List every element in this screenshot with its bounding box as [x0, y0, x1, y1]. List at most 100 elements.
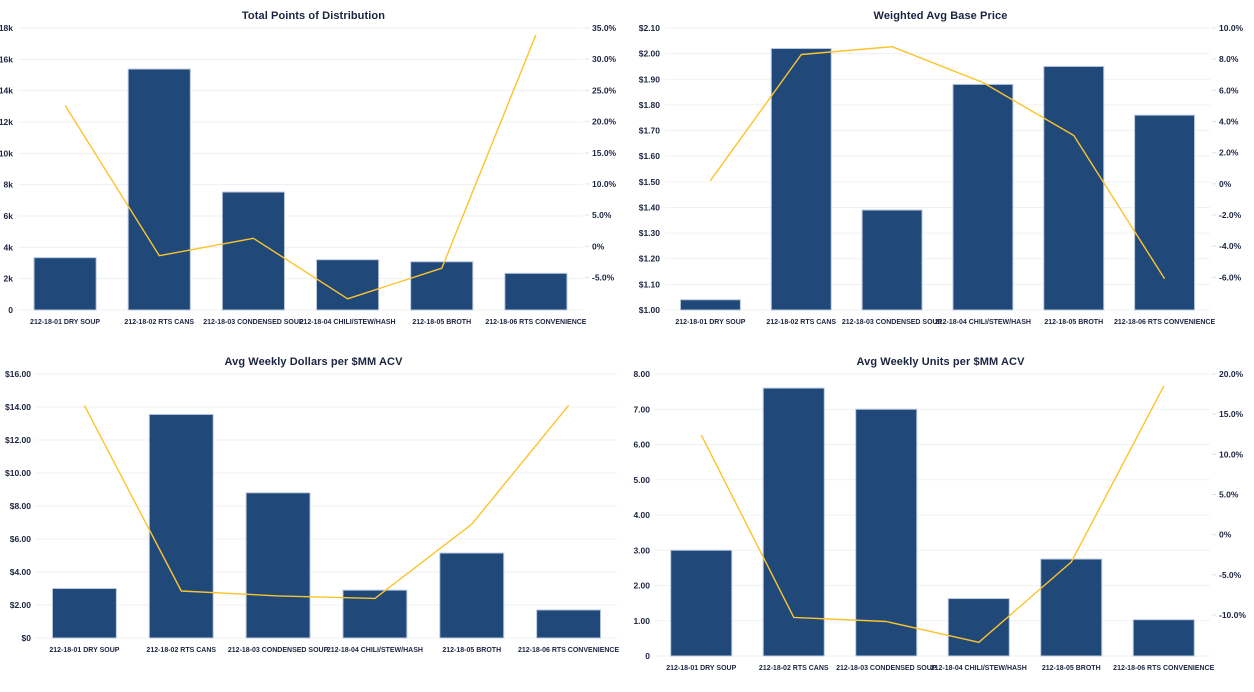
- svg-text:212-18-01 DRY SOUP: 212-18-01 DRY SOUP: [666, 665, 736, 672]
- svg-text:10.0%: 10.0%: [592, 179, 617, 189]
- svg-text:20.0%: 20.0%: [1219, 369, 1244, 379]
- chart-title: Avg Weekly Units per $MM ACV: [856, 356, 1025, 368]
- svg-text:212-18-03 CONDENSED SOUP: 212-18-03 CONDENSED SOUP: [203, 319, 304, 326]
- svg-text:$14.00: $14.00: [5, 402, 31, 412]
- svg-text:10.0%: 10.0%: [1219, 449, 1244, 459]
- svg-text:7.00: 7.00: [633, 404, 650, 414]
- svg-text:10.0%: 10.0%: [1219, 23, 1244, 33]
- svg-text:212-18-06 RTS CONVENIENCE: 212-18-06 RTS CONVENIENCE: [1114, 319, 1215, 326]
- svg-text:$1.10: $1.10: [639, 279, 661, 289]
- svg-text:212-18-05 BROTH: 212-18-05 BROTH: [1042, 665, 1101, 672]
- svg-text:$8.00: $8.00: [10, 501, 32, 511]
- svg-text:15.0%: 15.0%: [1219, 409, 1244, 419]
- svg-text:212-18-05 BROTH: 212-18-05 BROTH: [412, 319, 471, 326]
- svg-text:35.0%: 35.0%: [592, 23, 617, 33]
- chart-panel-avg-weekly-units: Avg Weekly Units per $MM ACV 8.00 7.00 6.0…: [627, 346, 1254, 692]
- svg-text:$0: $0: [22, 633, 32, 643]
- svg-text:$1.80: $1.80: [639, 100, 661, 110]
- svg-text:212-18-01 DRY SOUP: 212-18-01 DRY SOUP: [30, 319, 100, 326]
- svg-text:212-18-06 RTS CONVENIENCE: 212-18-06 RTS CONVENIENCE: [518, 647, 619, 654]
- svg-text:$1.30: $1.30: [639, 228, 661, 238]
- svg-text:0: 0: [645, 651, 650, 661]
- svg-text:-6.0%: -6.0%: [1219, 272, 1242, 282]
- svg-text:-4.0%: -4.0%: [1219, 241, 1242, 251]
- svg-text:1.00: 1.00: [633, 616, 650, 626]
- svg-text:$2.00: $2.00: [639, 49, 661, 59]
- chart-panel-avg-weekly-dollars: Avg Weekly Dollars per $MM ACV $16.00 $14…: [0, 346, 627, 692]
- svg-text:8k: 8k: [4, 180, 14, 190]
- svg-text:212-18-01 DRY SOUP: 212-18-01 DRY SOUP: [49, 647, 119, 654]
- svg-text:-5.0%: -5.0%: [1219, 570, 1242, 580]
- svg-text:-10.0%: -10.0%: [1219, 610, 1246, 620]
- svg-text:$1.40: $1.40: [639, 202, 661, 212]
- svg-text:5.0%: 5.0%: [1219, 490, 1239, 500]
- svg-text:$1.00: $1.00: [639, 305, 661, 315]
- total-points-of-distribution-chart: 18k 16k 14k 12k 10k 8k 6k 4k 2k 0 35.0% 30.0% 25.0% 2…: [0, 23, 617, 326]
- svg-text:4.0%: 4.0%: [1219, 116, 1239, 126]
- svg-text:212-18-06 RTS CONVENIENCE: 212-18-06 RTS CONVENIENCE: [1113, 665, 1214, 672]
- svg-text:4k: 4k: [4, 242, 14, 252]
- svg-text:212-18-04 CHILI/STEW/HASH: 212-18-04 CHILI/STEW/HASH: [300, 319, 396, 326]
- svg-text:4.00: 4.00: [633, 510, 650, 520]
- chart-title: Total Points of Distribution: [241, 10, 386, 22]
- svg-text:0: 0: [8, 305, 13, 315]
- svg-text:20.0%: 20.0%: [592, 117, 617, 127]
- svg-text:212-18-03 CONDENSED SOUP: 212-18-03 CONDENSED SOUP: [842, 319, 943, 326]
- svg-text:$10.00: $10.00: [5, 468, 31, 478]
- svg-text:5.00: 5.00: [633, 475, 650, 485]
- svg-text:$2.00: $2.00: [10, 600, 32, 610]
- svg-text:30.0%: 30.0%: [592, 54, 617, 64]
- chart-panel-weighted-avg-base-price: Weighted Avg Base Price $2.10 $2.00 $1.90 $…: [627, 0, 1254, 346]
- svg-text:0%: 0%: [1219, 179, 1232, 189]
- avg-weekly-dollars-chart: $16.00 $14.00 $12.00 $10.00 $8.00 $6.00 $4.00 $…: [5, 369, 619, 654]
- svg-text:8.00: 8.00: [633, 369, 650, 379]
- svg-text:0%: 0%: [1219, 530, 1232, 540]
- chart-title: Avg Weekly Dollars per $MM ACV: [224, 356, 403, 368]
- svg-text:10k: 10k: [0, 148, 13, 158]
- svg-text:212-18-02 RTS CANS: 212-18-02 RTS CANS: [766, 319, 836, 326]
- svg-text:$1.50: $1.50: [639, 177, 661, 187]
- svg-text:-5.0%: -5.0%: [592, 273, 615, 283]
- svg-text:$4.00: $4.00: [10, 567, 32, 577]
- svg-text:2.00: 2.00: [633, 581, 650, 591]
- svg-text:2k: 2k: [4, 274, 14, 284]
- svg-text:$16.00: $16.00: [5, 369, 31, 379]
- svg-text:16k: 16k: [0, 54, 13, 64]
- svg-text:5.0%: 5.0%: [592, 210, 612, 220]
- svg-text:25.0%: 25.0%: [592, 85, 617, 95]
- svg-text:3.00: 3.00: [633, 545, 650, 555]
- svg-text:212-18-03 CONDENSED SOUP: 212-18-03 CONDENSED SOUP: [228, 647, 329, 654]
- avg-weekly-units-chart: 8.00 7.00 6.00 5.00 4.00 3.00 2.00 1.00 0 20.0% 15…: [633, 369, 1246, 672]
- svg-text:8.0%: 8.0%: [1219, 54, 1239, 64]
- svg-text:212-18-05 BROTH: 212-18-05 BROTH: [1044, 319, 1103, 326]
- svg-text:12k: 12k: [0, 117, 13, 127]
- chart-panel-total-points-of-distribution: Total Points of Distribution 18k 16k 14k 12…: [0, 0, 627, 346]
- weighted-avg-base-price-chart: $2.10 $2.00 $1.90 $1.80 $1.70 $1.60 $1.50 $1.40…: [639, 23, 1244, 326]
- svg-text:212-18-03 CONDENSED SOUP: 212-18-03 CONDENSED SOUP: [836, 665, 937, 672]
- svg-text:$1.90: $1.90: [639, 74, 661, 84]
- svg-text:18k: 18k: [0, 23, 13, 33]
- svg-text:2.0%: 2.0%: [1219, 148, 1239, 158]
- svg-text:$1.60: $1.60: [639, 151, 661, 161]
- svg-text:212-18-04 CHILI/STEW/HASH: 212-18-04 CHILI/STEW/HASH: [931, 665, 1027, 672]
- chart-title: Weighted Avg Base Price: [873, 10, 1008, 22]
- svg-text:15.0%: 15.0%: [592, 148, 617, 158]
- svg-text:6k: 6k: [4, 211, 14, 221]
- svg-text:-2.0%: -2.0%: [1219, 210, 1242, 220]
- svg-text:$12.00: $12.00: [5, 435, 31, 445]
- svg-text:14k: 14k: [0, 86, 13, 96]
- svg-text:212-18-01 DRY SOUP: 212-18-01 DRY SOUP: [675, 319, 745, 326]
- svg-text:212-18-02 RTS CANS: 212-18-02 RTS CANS: [759, 665, 829, 672]
- svg-text:6.0%: 6.0%: [1219, 85, 1239, 95]
- svg-text:$6.00: $6.00: [10, 534, 32, 544]
- svg-text:212-18-05 BROTH: 212-18-05 BROTH: [442, 647, 501, 654]
- svg-text:212-18-06 RTS CONVENIENCE: 212-18-06 RTS CONVENIENCE: [485, 319, 586, 326]
- svg-text:$2.10: $2.10: [639, 23, 661, 33]
- svg-text:0%: 0%: [592, 241, 605, 251]
- svg-text:6.00: 6.00: [633, 440, 650, 450]
- svg-text:212-18-04 CHILI/STEW/HASH: 212-18-04 CHILI/STEW/HASH: [935, 319, 1031, 326]
- svg-text:$1.70: $1.70: [639, 126, 661, 136]
- svg-text:212-18-04 CHILI/STEW/HASH: 212-18-04 CHILI/STEW/HASH: [327, 647, 423, 654]
- svg-text:212-18-02 RTS CANS: 212-18-02 RTS CANS: [124, 319, 194, 326]
